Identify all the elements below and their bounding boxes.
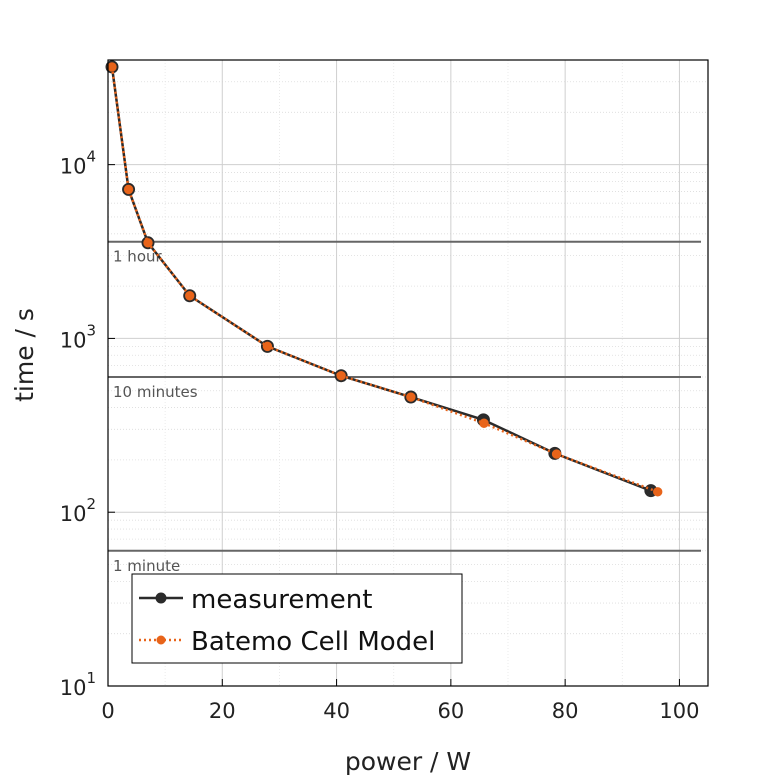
x-tick-label: 0 xyxy=(101,699,114,723)
batemo-model-point xyxy=(336,371,346,381)
y-tick-label: 103 xyxy=(60,321,96,352)
x-tick-label: 20 xyxy=(209,699,236,723)
legend-label-measurement: measurement xyxy=(191,585,372,615)
x-axis-ticks: 0 20 40 60 80 100 xyxy=(101,679,699,723)
reference-line-label: 10 minutes xyxy=(113,383,198,401)
y-tick-base: 10 xyxy=(60,328,87,352)
batemo-model-point xyxy=(107,62,117,72)
plot-frame xyxy=(107,59,709,687)
x-tick-label: 60 xyxy=(437,699,464,723)
batemo-model-point xyxy=(653,487,663,497)
y-tick-base: 10 xyxy=(60,155,87,179)
reference-line-label: 1 minute xyxy=(113,557,180,575)
y-tick-label: 104 xyxy=(60,148,96,179)
y-tick-exponent: 1 xyxy=(86,669,96,687)
legend-marker-batemo xyxy=(156,635,166,645)
legend-box xyxy=(131,573,463,664)
x-tick-label: 40 xyxy=(323,699,350,723)
y-tick-base: 10 xyxy=(60,676,87,700)
batemo-model-point xyxy=(551,449,562,459)
y-tick-label: 101 xyxy=(60,669,96,700)
y-tick-exponent: 3 xyxy=(86,321,96,339)
batemo-model-point xyxy=(406,392,416,402)
legend-label-batemo: Batemo Cell Model xyxy=(191,627,435,657)
measurement-line xyxy=(110,66,652,492)
y-tick-exponent: 2 xyxy=(86,495,96,513)
reference-lines: 1 hour 10 minutes 1 minute xyxy=(108,240,701,575)
y-tick-base: 10 xyxy=(60,502,87,526)
y-tick-exponent: 4 xyxy=(86,148,96,166)
series-layer xyxy=(105,60,663,498)
y-axis-label: time / s xyxy=(10,308,39,402)
y-tick-label: 102 xyxy=(60,495,96,526)
x-tick-label: 100 xyxy=(659,699,699,723)
legend: measurement Batemo Cell Model xyxy=(131,573,463,664)
x-tick-label: 80 xyxy=(552,699,579,723)
batemo-model-point xyxy=(262,341,273,352)
batemo-model-point xyxy=(479,418,489,428)
reference-line-label: 1 hour xyxy=(113,248,163,266)
batemo-model-point xyxy=(143,238,153,248)
batemo-model-point xyxy=(185,291,195,301)
batemo-model-line xyxy=(110,66,659,494)
legend-marker-measurement xyxy=(155,592,167,604)
batemo-model-point xyxy=(123,184,134,195)
x-axis-label: power / W xyxy=(345,747,471,776)
